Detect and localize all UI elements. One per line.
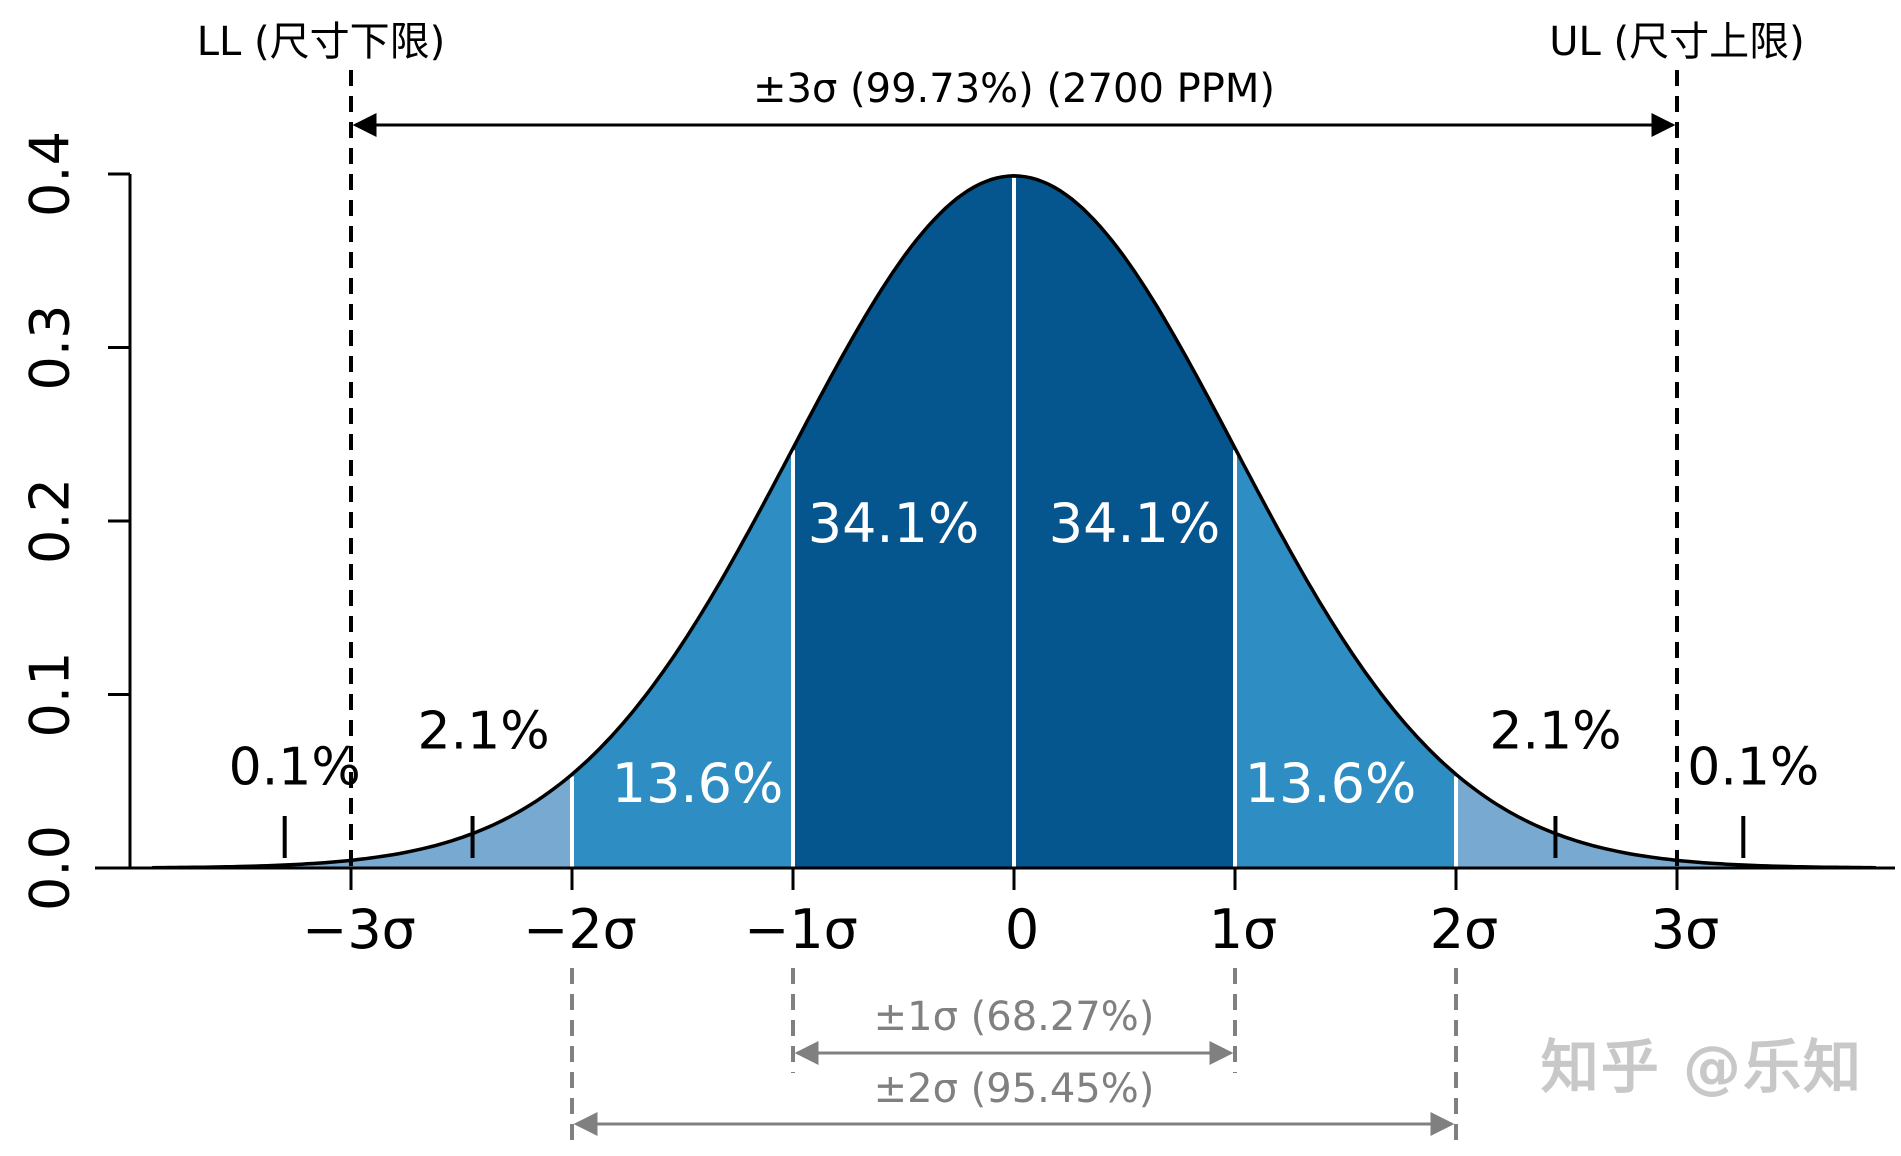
y-tick-label: 0.0 bbox=[19, 825, 82, 911]
band-labels: 2.1% 13.6% 34.1% 34.1% 13.6% 2.1% 0.1% 0.1% bbox=[229, 492, 1820, 815]
band-dividers bbox=[570, 177, 1458, 868]
x-tick-label: 1σ bbox=[1209, 898, 1278, 961]
y-tick-label: 0.4 bbox=[19, 131, 82, 217]
watermark: 知乎 @乐知 bbox=[1540, 1033, 1863, 1101]
band-label: 2.1% bbox=[418, 701, 550, 761]
density-curve bbox=[152, 174, 1876, 870]
tail-label: 0.1% bbox=[229, 738, 361, 798]
span-label: ±3σ (99.73%) (2700 PPM) bbox=[753, 66, 1275, 112]
x-tick-label: −2σ bbox=[523, 898, 637, 961]
x-tick-label: 0 bbox=[1005, 898, 1039, 961]
span-label: ±1σ (68.27%) bbox=[874, 994, 1155, 1040]
band-fill-5 bbox=[1456, 774, 1677, 868]
x-tick-label: 2σ bbox=[1430, 898, 1499, 961]
axes: 0.0 0.1 0.2 0.3 0.4 −3σ −2σ −1σ 0 1σ 2σ 3σ bbox=[19, 131, 1895, 961]
band-label: 13.6% bbox=[612, 752, 784, 815]
band-label: 2.1% bbox=[1489, 701, 1621, 761]
x-tick-label: −3σ bbox=[302, 898, 416, 961]
label-markers bbox=[282, 816, 1746, 858]
y-tick-label: 0.1 bbox=[19, 652, 82, 738]
band-label: 13.6% bbox=[1245, 752, 1417, 815]
y-tick-label: 0.3 bbox=[19, 305, 82, 391]
limit-label: UL (尺寸上限) bbox=[1549, 19, 1805, 65]
density-curve-group bbox=[152, 174, 1876, 870]
limit-label: LL (尺寸下限) bbox=[197, 19, 446, 65]
tail-fill-right bbox=[1677, 860, 1876, 868]
tail-label: 0.1% bbox=[1687, 738, 1819, 798]
x-tick-label: 3σ bbox=[1651, 898, 1720, 961]
span-label: ±2σ (95.45%) bbox=[874, 1066, 1155, 1112]
tail-fill-left bbox=[152, 860, 351, 868]
x-tick-label: −1σ bbox=[744, 898, 858, 961]
limit-lines: LL (尺寸下限) UL (尺寸上限) bbox=[197, 19, 1805, 868]
band-fill-0 bbox=[351, 774, 572, 868]
y-tick-label: 0.2 bbox=[19, 478, 82, 564]
band-label: 34.1% bbox=[1049, 492, 1221, 555]
band-label: 34.1% bbox=[808, 492, 980, 555]
interval-spans: ±3σ (99.73%) (2700 PPM) ±1σ (68.27%) ±2σ (… bbox=[352, 66, 1676, 1144]
